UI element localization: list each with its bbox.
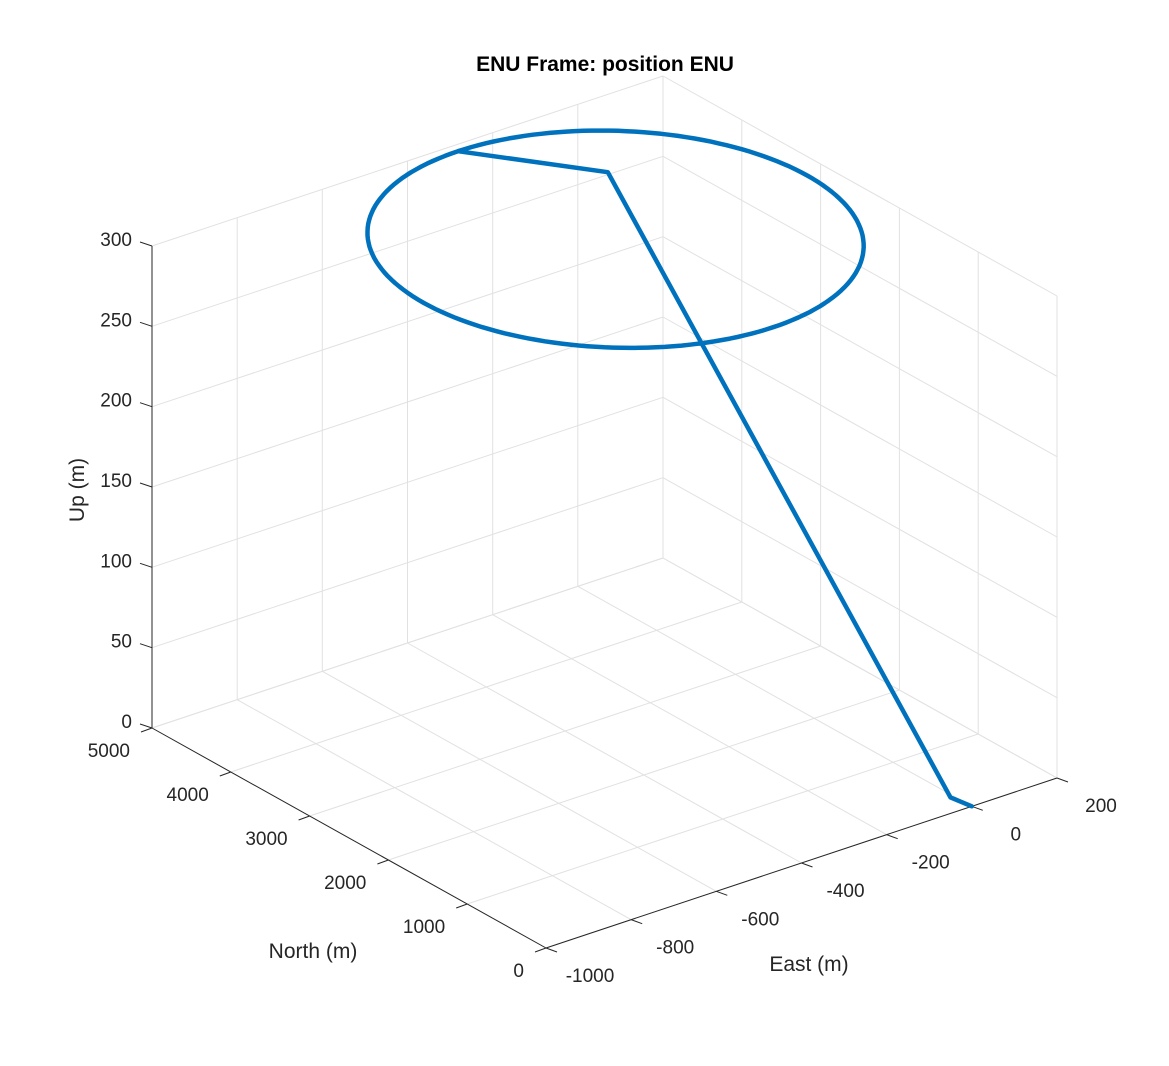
y-tick-label: 0 — [513, 961, 524, 982]
side-wall-grid-line — [662, 75, 1058, 297]
z-tick-mark — [139, 482, 153, 488]
floor-grid-line — [230, 601, 742, 773]
z-tick-mark — [139, 402, 153, 408]
z-tick-label: 300 — [100, 230, 132, 251]
floor-grid-line — [309, 645, 821, 817]
axes — [139, 241, 1069, 953]
y-tick-mark — [219, 771, 231, 777]
x-tick-label: -200 — [912, 853, 950, 874]
y-tick-mark — [298, 815, 310, 821]
y-tick-mark — [140, 727, 153, 733]
y-tick-label: 4000 — [167, 785, 209, 806]
x-tick-mark — [545, 947, 558, 953]
y-tick-label: 5000 — [88, 741, 130, 762]
z-tick-mark — [139, 241, 153, 247]
z-tick-mark — [139, 643, 153, 649]
side-wall-grid-line — [662, 236, 1058, 458]
x-tick-label: -800 — [656, 938, 694, 959]
z-tick-label: 100 — [100, 551, 132, 572]
x-tick-label: 200 — [1085, 796, 1117, 817]
side-wall-grid-line — [662, 477, 1058, 699]
trajectory-line — [365, 128, 975, 809]
tick-labels: -1000-800-600-400-2000200010002000300040… — [88, 230, 1117, 987]
grid-lines — [151, 75, 1058, 949]
y-tick-label: 3000 — [245, 829, 287, 850]
y-axis-label: North (m) — [269, 940, 358, 963]
z-tick-label: 250 — [100, 310, 132, 331]
z-axis-label: Up (m) — [66, 458, 89, 522]
z-tick-label: 150 — [100, 471, 132, 492]
back-wall-grid-line — [151, 557, 664, 729]
back-wall-grid-line — [151, 75, 664, 247]
y-tick-label: 2000 — [324, 873, 366, 894]
y-tick-mark — [534, 947, 547, 953]
floor-grid-line — [577, 585, 973, 807]
z-tick-mark — [139, 562, 153, 568]
back-wall-grid-line — [151, 236, 664, 408]
y-tick-mark — [456, 903, 468, 909]
z-tick-mark — [139, 321, 153, 327]
x-tick-label: -1000 — [566, 966, 615, 987]
back-wall-grid-line — [151, 396, 664, 568]
side-wall-grid-line — [662, 316, 1058, 538]
floor-grid-line — [492, 614, 887, 836]
x-tick-mark — [801, 862, 813, 868]
x-tick-mark — [1056, 777, 1069, 783]
x-tick-mark — [631, 919, 643, 925]
x-tick-mark — [886, 834, 898, 840]
z-tick-label: 50 — [111, 632, 132, 653]
x-tick-mark — [716, 890, 728, 896]
floor-grid-line — [388, 689, 900, 861]
floor-grid-line — [236, 699, 632, 921]
x-tick-label: -400 — [826, 881, 864, 902]
side-wall-grid-line — [662, 557, 1058, 779]
y-tick-label: 1000 — [403, 917, 445, 938]
z-tick-mark — [139, 723, 153, 729]
y-tick-mark — [377, 859, 389, 865]
floor-grid-line — [407, 642, 802, 864]
floor-grid-line — [322, 670, 717, 892]
side-wall-grid-line — [662, 396, 1058, 618]
back-wall-grid-line — [151, 477, 664, 649]
floor-grid-line — [467, 733, 979, 905]
chart-title: ENU Frame: position ENU — [476, 53, 734, 76]
x-axis-label: East (m) — [769, 953, 848, 976]
z-tick-label: 200 — [100, 391, 132, 412]
x-tick-label: -600 — [741, 909, 779, 930]
back-wall-grid-line — [151, 155, 664, 327]
x-tick-label: 0 — [1011, 824, 1022, 845]
y-axis-line — [151, 727, 547, 949]
z-tick-label: 0 — [121, 712, 132, 733]
